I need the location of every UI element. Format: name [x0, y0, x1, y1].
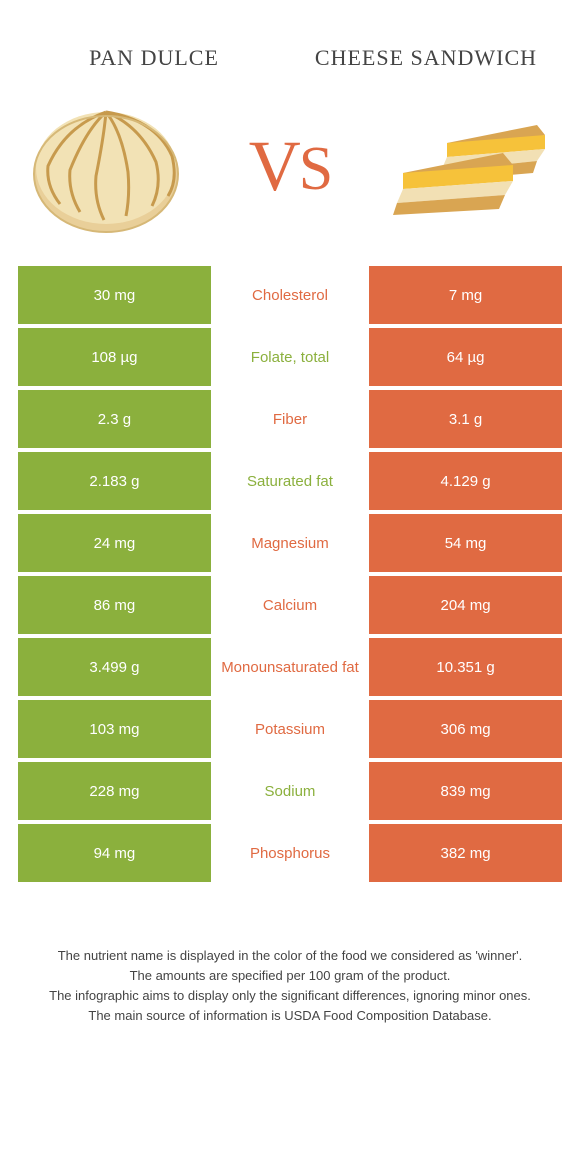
vs-label: vs	[249, 125, 331, 208]
food-left-title: Pan dulce	[18, 30, 290, 86]
nutrient-label: Cholesterol	[214, 266, 366, 324]
right-value: 64 µg	[366, 328, 562, 386]
table-row: 24 mgMagnesium54 mg	[18, 514, 562, 572]
food-right-title: Cheese Sandwich	[290, 30, 562, 86]
footnote-line: The nutrient name is displayed in the co…	[38, 946, 542, 966]
left-value: 103 mg	[18, 700, 214, 758]
nutrient-label: Magnesium	[214, 514, 366, 572]
nutrient-label: Sodium	[214, 762, 366, 820]
left-value: 86 mg	[18, 576, 214, 634]
left-value: 2.3 g	[18, 390, 214, 448]
right-value: 54 mg	[366, 514, 562, 572]
left-value: 24 mg	[18, 514, 214, 572]
nutrient-label: Fiber	[214, 390, 366, 448]
right-value: 7 mg	[366, 266, 562, 324]
table-row: 86 mgCalcium204 mg	[18, 576, 562, 634]
pan-dulce-image	[18, 96, 193, 236]
footnote-line: The infographic aims to display only the…	[38, 986, 542, 1006]
left-value: 30 mg	[18, 266, 214, 324]
nutrient-label: Potassium	[214, 700, 366, 758]
cheese-sandwich-image	[387, 96, 562, 236]
table-row: 94 mgPhosphorus382 mg	[18, 824, 562, 882]
left-value: 228 mg	[18, 762, 214, 820]
left-value: 2.183 g	[18, 452, 214, 510]
table-row: 2.3 gFiber3.1 g	[18, 390, 562, 448]
table-row: 2.183 gSaturated fat4.129 g	[18, 452, 562, 510]
nutrient-label: Monounsaturated fat	[214, 638, 366, 696]
footnote-line: The main source of information is USDA F…	[38, 1006, 542, 1026]
table-row: 3.499 gMonounsaturated fat10.351 g	[18, 638, 562, 696]
right-value: 382 mg	[366, 824, 562, 882]
left-value: 108 µg	[18, 328, 214, 386]
nutrient-label: Calcium	[214, 576, 366, 634]
table-row: 108 µgFolate, total64 µg	[18, 328, 562, 386]
table-row: 228 mgSodium839 mg	[18, 762, 562, 820]
right-value: 3.1 g	[366, 390, 562, 448]
left-value: 3.499 g	[18, 638, 214, 696]
right-value: 4.129 g	[366, 452, 562, 510]
footnote-line: The amounts are specified per 100 gram o…	[38, 966, 542, 986]
right-value: 204 mg	[366, 576, 562, 634]
nutrient-label: Phosphorus	[214, 824, 366, 882]
table-row: 30 mgCholesterol7 mg	[18, 266, 562, 324]
nutrient-table: 30 mgCholesterol7 mg108 µgFolate, total6…	[18, 266, 562, 882]
nutrient-label: Folate, total	[214, 328, 366, 386]
footnotes: The nutrient name is displayed in the co…	[18, 886, 562, 1047]
images-row: vs	[18, 86, 562, 266]
right-value: 306 mg	[366, 700, 562, 758]
left-value: 94 mg	[18, 824, 214, 882]
table-row: 103 mgPotassium306 mg	[18, 700, 562, 758]
nutrient-label: Saturated fat	[214, 452, 366, 510]
right-value: 839 mg	[366, 762, 562, 820]
right-value: 10.351 g	[366, 638, 562, 696]
